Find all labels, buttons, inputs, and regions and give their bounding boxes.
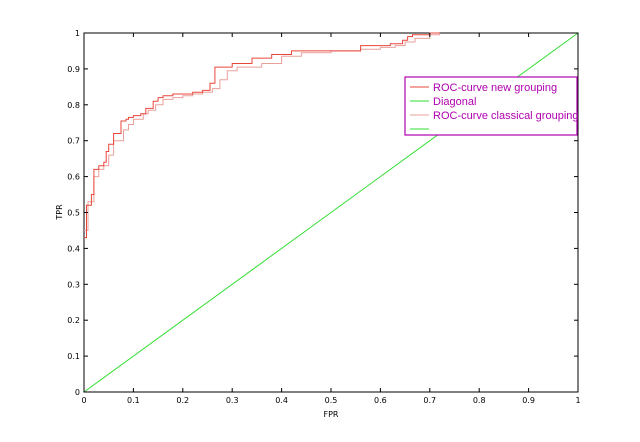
y-tick-label: 0.1 [67,352,80,361]
y-tick-label: 0.4 [67,244,80,253]
legend: ROC-curve new grouping Diagonal ROC-curve … [404,76,579,136]
x-tick-label: 0.9 [522,396,535,405]
x-tick-label: 0.7 [423,396,436,405]
x-tick-label: 1 [575,396,580,405]
x-tick-label: 0 [81,396,86,405]
series-line-0 [84,32,440,239]
y-tick-label: 0 [75,388,80,397]
y-tick-label: 0.7 [67,137,80,146]
y-tick-label: 0.9 [67,65,80,74]
y-axis-label: TPR [55,204,64,221]
legend-label: ROC-curve new grouping [433,82,557,94]
x-tick-label: 0.3 [226,396,239,405]
y-tick-label: 0.6 [67,173,80,182]
x-axis-label: FPR [324,410,339,419]
legend-label: ROC-curve classical grouping [433,110,579,122]
x-tick-label: 0.2 [176,396,189,405]
y-tick-label: 0.3 [67,280,80,289]
y-tick-label: 1 [75,29,80,38]
tick-layer: 0 0.1 0.2 0.3 0.4 0.5 0.6 0.7 0.8 0.9 1 0 0.1 0.2 0.3 0… [67,29,580,405]
x-tick-label: 0.5 [325,396,338,405]
y-tick-label: 0.2 [67,316,80,325]
legend-box [404,76,578,136]
y-tick-label: 0.8 [67,101,80,110]
y-tick-label: 0.5 [67,209,80,218]
x-tick-label: 0.4 [275,396,288,405]
x-tick-label: 0.1 [127,396,140,405]
x-tick-label: 0.6 [374,396,387,405]
legend-label: Diagonal [433,96,476,108]
x-tick-label: 0.8 [473,396,486,405]
